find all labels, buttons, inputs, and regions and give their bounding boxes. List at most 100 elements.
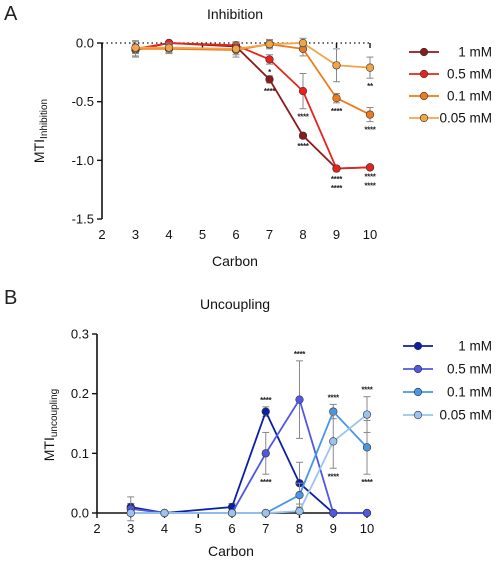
legend-item-b-0: 1 mM [403,339,492,354]
data-point [126,508,135,518]
x-tick-label-b: 7 [262,521,269,536]
svg-text:MTIInhibition: MTIInhibition [31,99,50,163]
legend-item-a-0: 1 mM [409,45,492,60]
significance-label: **** [294,350,306,359]
series-b-3: **** **** [126,386,374,518]
data-point [261,508,270,518]
data-point [329,437,338,446]
y-tick-label-a: -1.5 [72,212,94,227]
legend-swatch-marker [413,410,423,420]
significance-label: ** [367,82,374,91]
significance-label: **** [328,393,340,402]
legend-inhibition: 1 mM 0.5 mM 0.1 mM 0.05 mM [409,45,492,126]
data-point [365,110,375,119]
legend-label: 0.1 mM [447,89,492,104]
x-tick-label-b: 9 [330,521,337,536]
x-tick-label-a: 5 [199,227,206,242]
x-tick-label-b: 10 [360,521,374,536]
legend-item-b-3: 0.05 mM [403,408,492,423]
chart-title-inhibition: Inhibition [207,6,263,22]
y-axis-title-b-sub: uncoupling [49,389,60,437]
x-tick-label-a: 7 [266,227,273,242]
data-point [265,75,274,84]
y-axis-title-b-main: MTI [41,437,57,461]
legend-item-a-2: 0.1 mM [409,89,492,104]
series-a-3: ** [131,37,374,91]
panel-letter-b: B [4,287,17,309]
data-point [164,43,174,52]
significance-label: **** [364,126,376,135]
y-tick-label-a: -0.5 [72,94,94,109]
x-tick-label-b: 8 [296,521,303,536]
y-tick-label-b: 0.3 [71,327,89,342]
x-tick-label-b: 4 [161,521,168,536]
x-tick-label-a: 8 [299,227,306,242]
data-point [295,395,304,404]
significance-label: **** [331,184,343,193]
significance-label: **** [260,478,272,487]
data-point [298,38,308,48]
series-b-1: **** **** [126,350,372,522]
y-axis-title-b: MTIuncoupling [41,389,60,461]
data-point [231,44,241,53]
legend-item-b-1: 0.5 mM [403,362,492,377]
series-line [130,409,367,514]
data-point [332,61,341,70]
significance-label: **** [328,472,340,481]
legend-label: 0.5 mM [447,362,492,377]
significance-label: **** [331,175,343,184]
data-point [131,43,140,52]
x-axis-title-b: Carbon [208,543,254,559]
significance-label: **** [361,386,373,395]
legend-swatch-marker [413,364,423,374]
data-point [295,491,304,500]
data-point [362,508,372,518]
data-point [298,87,308,96]
significance-label: **** [331,107,343,116]
x-tick-label-a: 4 [165,227,172,242]
data-point [295,507,304,516]
x-tick-label-b: 6 [228,521,235,536]
data-point [227,508,237,518]
plot-area-inhibition: 0.0-0.5-1.0-1.52 3 4 5 6 7 8 9 10************ ***… [72,36,378,243]
x-axis-title-a: Carbon [212,253,258,269]
legend-swatch-marker [419,113,429,123]
legend-label: 1 mM [458,339,492,354]
legend-item-b-2: 0.1 mM [403,385,492,400]
y-tick-label-a: -1.0 [72,153,94,168]
data-point [261,407,270,416]
x-tick-label-a: 3 [132,227,139,242]
data-point [298,131,308,140]
y-axis-title-a-sub: Inhibition [39,99,50,139]
legend-label: 0.1 mM [447,385,492,400]
legend-label: 0.05 mM [439,408,492,423]
y-axis-title-a-main: MTI [31,139,47,163]
plot-area-uncoupling: 0.00.10.20.32 3 4 5 6 7 8 9 10******************… [71,327,374,537]
significance-label: **** [264,87,276,96]
panel-letter-a: A [4,3,18,25]
series-line [130,413,368,514]
legend-swatch-marker [419,91,429,101]
legend-swatch-marker [419,47,429,57]
data-point [160,508,169,518]
data-point [265,55,274,64]
significance-label: **** [297,113,309,122]
significance-label: **** [361,478,373,487]
significance-label: **** [364,173,376,182]
y-tick-label-b: 0.2 [71,386,89,401]
legend-label: 0.5 mM [447,67,492,82]
significance-label: **** [260,396,272,405]
chart-title-uncoupling: Uncoupling [200,296,270,312]
x-tick-label-a: 10 [363,227,377,242]
significance-label: **** [364,182,376,191]
legend-swatch-marker [413,387,423,397]
legend-label: 0.05 mM [439,111,492,126]
y-tick-label-a: 0.0 [76,36,94,51]
series-line [135,43,371,116]
legend-item-a-1: 0.5 mM [409,67,492,82]
data-point [365,163,375,172]
y-axis-title-a: MTIInhibition [31,99,50,163]
significance-label: **** [297,142,309,151]
x-tick-label-b: 3 [127,521,134,536]
